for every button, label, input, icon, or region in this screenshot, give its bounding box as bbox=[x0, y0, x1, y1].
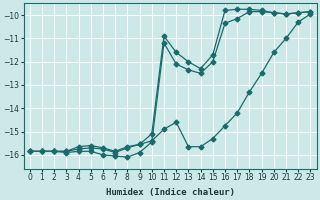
X-axis label: Humidex (Indice chaleur): Humidex (Indice chaleur) bbox=[106, 188, 235, 197]
